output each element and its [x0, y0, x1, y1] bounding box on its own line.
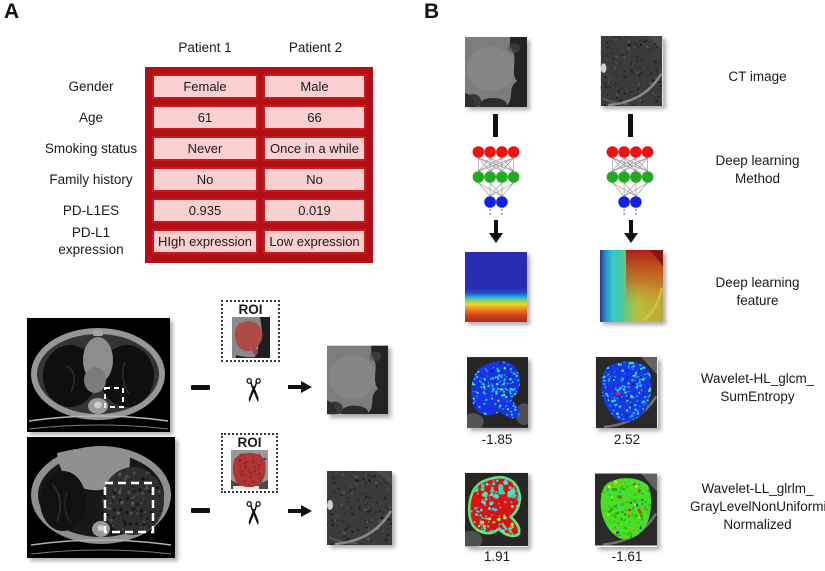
wavelet-hl-value-patient1: -1.85	[481, 432, 513, 447]
neural-network-diagram	[606, 146, 654, 217]
panel-a-label: A	[4, 0, 20, 23]
table-cell: 61	[152, 105, 258, 130]
cropped-patch-patient1	[327, 345, 388, 415]
table-cell: 66	[263, 105, 366, 130]
wavelet-ll-map-patient1	[465, 472, 528, 547]
table-row-label-age: Age	[78, 110, 104, 125]
roi-mask-patient2-image	[231, 450, 268, 489]
table-cell: Female	[152, 74, 258, 99]
table-cell: Male	[263, 74, 366, 99]
scissors-icon: ✂	[235, 499, 271, 527]
wavelet-hl-map-patient1	[467, 357, 528, 428]
scissors-icon: ✂	[235, 376, 271, 404]
row-label-wavelet-ll: Wavelet-LL_glrlm_ GrayLevelNonUniformity…	[690, 481, 825, 532]
minus-icon	[191, 385, 210, 390]
table-col-header-patient1: Patient 1	[178, 40, 232, 55]
connector-bar	[628, 114, 633, 137]
arrow-right-icon	[288, 505, 312, 517]
table-row-label-family: Family history	[49, 172, 133, 187]
patient-comparison-table: Female Male 61 66 Never Once in a while …	[145, 67, 373, 263]
wavelet-hl-map-patient2	[595, 357, 658, 428]
table-cell: Low expression	[263, 229, 366, 254]
roi-mask-patient1-image	[231, 317, 270, 358]
row-label-ct-image: CT image	[728, 69, 787, 84]
ct-scan-patient2	[27, 437, 175, 558]
ct-patch-patient2	[600, 36, 663, 106]
table-cell: Never	[152, 136, 258, 161]
row-label-dl-method: Deep learning Method	[715, 153, 800, 186]
arrow-right-icon	[288, 381, 312, 393]
table-row-label-pdl1expr: PD-L1 expression	[58, 225, 124, 257]
roi-box-patient2: ROI	[221, 433, 278, 493]
table-cell: 0.935	[152, 198, 258, 223]
table-row-label-gender: Gender	[68, 79, 114, 94]
roi-box-patient1: ROI	[221, 300, 280, 362]
wavelet-hl-value-patient2: 2.52	[613, 432, 641, 447]
table-cell: No	[263, 167, 366, 192]
connector-bar	[493, 114, 498, 137]
table-cell: No	[152, 167, 258, 192]
wavelet-ll-value-patient2: -1.61	[611, 549, 643, 564]
ct-scan-patient1	[27, 318, 170, 432]
row-label-dl-feature: Deep learning feature	[715, 275, 800, 308]
arrow-down-icon	[487, 220, 505, 246]
table-row-label-smoking: Smoking status	[44, 141, 138, 156]
dl-feature-map-patient2	[600, 250, 663, 322]
roi-label: ROI	[237, 435, 262, 450]
table-col-header-patient2: Patient 2	[288, 40, 343, 55]
table-cell: 0.019	[263, 198, 366, 223]
arrow-down-icon	[622, 220, 640, 246]
minus-icon	[191, 508, 210, 513]
wavelet-ll-map-patient2	[595, 472, 657, 547]
neural-network-diagram	[472, 146, 520, 217]
wavelet-ll-value-patient1: 1.91	[483, 549, 511, 564]
table-cell: HIgh expression	[152, 229, 258, 254]
panel-b-label: B	[424, 0, 440, 23]
ct-patch-patient1	[465, 37, 527, 107]
cropped-patch-patient2	[327, 471, 392, 545]
table-cell: Once in a while	[263, 136, 366, 161]
roi-label: ROI	[238, 302, 263, 317]
row-label-wavelet-hl: Wavelet-HL_glcm_ SumEntropy	[700, 371, 815, 404]
dl-feature-map-patient1	[465, 252, 527, 322]
table-row-label-pdl1es: PD-L1ES	[62, 203, 120, 218]
